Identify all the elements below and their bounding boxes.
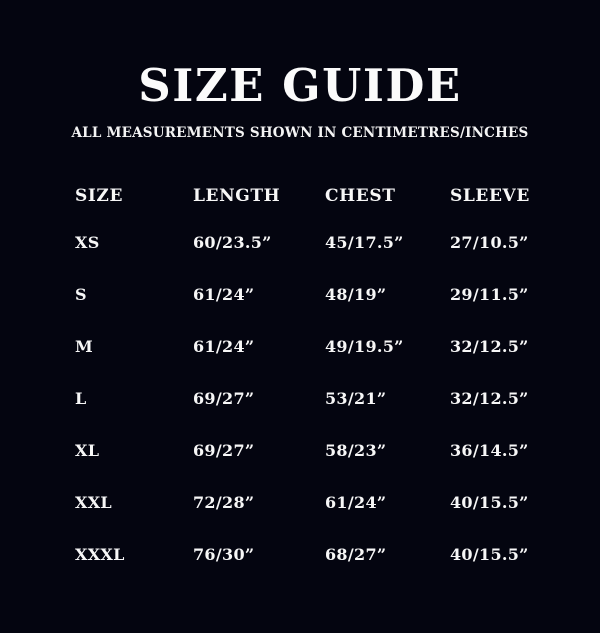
cell-sleeve: 40/15.5” — [450, 492, 529, 512]
table-row: M 61/24” 49/19.5” 32/12.5” — [0, 320, 600, 372]
cell-length: 60/23.5” — [193, 232, 272, 252]
table-header: SIZE LENGTH CHEST SLEEVE — [0, 176, 600, 216]
cell-length: 61/24” — [193, 336, 255, 356]
table-body: XS 60/23.5” 45/17.5” 27/10.5” S 61/24” 4… — [0, 216, 600, 580]
column-header-chest: CHEST — [325, 186, 396, 206]
cell-length: 72/28” — [193, 492, 255, 512]
table-row: XL 69/27” 58/23” 36/14.5” — [0, 424, 600, 476]
table-header-row: SIZE LENGTH CHEST SLEEVE — [0, 176, 600, 216]
cell-length: 61/24” — [193, 284, 255, 304]
spacer-cell — [0, 476, 75, 528]
column-header-sleeve: SLEEVE — [450, 186, 530, 206]
cell-sleeve: 36/14.5” — [450, 440, 529, 460]
cell-size: L — [75, 388, 87, 408]
cell-length: 69/27” — [193, 388, 255, 408]
cell-sleeve: 32/12.5” — [450, 336, 529, 356]
page-title: SIZE GUIDE — [138, 59, 462, 112]
table-row: XXXL 76/30” 68/27” 40/15.5” — [0, 528, 600, 580]
cell-length: 76/30” — [193, 544, 255, 564]
cell-chest: 45/17.5” — [325, 232, 404, 252]
cell-size: XL — [75, 440, 100, 460]
table-row: XS 60/23.5” 45/17.5” 27/10.5” — [0, 216, 600, 268]
cell-size: XXL — [75, 492, 112, 512]
spacer-cell — [0, 176, 75, 216]
spacer-cell — [0, 528, 75, 580]
table-row: S 61/24” 48/19” 29/11.5” — [0, 268, 600, 320]
measurement-units-note: ALL MEASUREMENTS SHOWN IN CENTIMETRES/IN… — [71, 125, 529, 141]
cell-chest: 53/21” — [325, 388, 387, 408]
cell-size: XXXL — [75, 544, 125, 564]
cell-chest: 61/24” — [325, 492, 387, 512]
table-row: XXL 72/28” 61/24” 40/15.5” — [0, 476, 600, 528]
column-header-length: LENGTH — [193, 186, 281, 206]
spacer-cell — [0, 216, 75, 268]
cell-chest: 58/23” — [325, 440, 387, 460]
size-chart-table: SIZE LENGTH CHEST SLEEVE XS 60/23.5” 45/… — [0, 176, 600, 580]
spacer-cell — [0, 320, 75, 372]
cell-chest: 48/19” — [325, 284, 387, 304]
cell-size: XS — [75, 232, 100, 252]
cell-sleeve: 32/12.5” — [450, 388, 529, 408]
cell-sleeve: 27/10.5” — [450, 232, 529, 252]
cell-chest: 68/27” — [325, 544, 387, 564]
spacer-cell — [0, 372, 75, 424]
spacer-cell — [0, 424, 75, 476]
cell-sleeve: 40/15.5” — [450, 544, 529, 564]
heading-block: SIZE GUIDE ALL MEASUREMENTS SHOWN IN CEN… — [0, 62, 600, 142]
spacer-cell — [0, 268, 75, 320]
table-row: L 69/27” 53/21” 32/12.5” — [0, 372, 600, 424]
cell-chest: 49/19.5” — [325, 336, 404, 356]
cell-sleeve: 29/11.5” — [450, 284, 529, 304]
cell-size: S — [75, 284, 87, 304]
column-header-size: SIZE — [75, 186, 123, 206]
cell-size: M — [75, 336, 94, 356]
cell-length: 69/27” — [193, 440, 255, 460]
